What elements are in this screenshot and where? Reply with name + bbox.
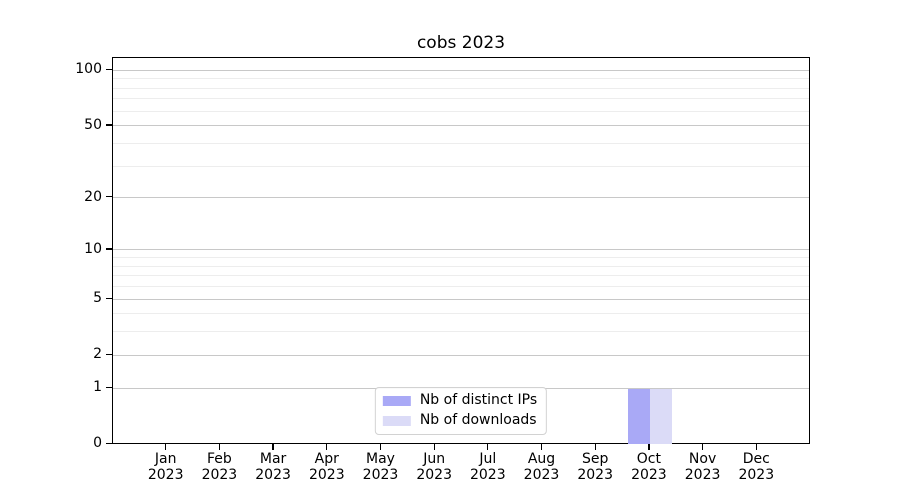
gridline-minor [113,265,809,267]
x-tick-month: Feb [206,451,232,467]
y-tick-mark [106,196,112,198]
x-tick-month: Sep [581,451,609,467]
legend-row: Nb of downloads [382,412,537,428]
x-tick-year: 2023 [631,467,667,483]
gridline-major [113,197,809,199]
x-tick-month: Aug [527,451,556,467]
x-tick-year: 2023 [523,467,560,483]
y-tick-mark [106,248,112,250]
x-tick-month: Dec [742,451,770,467]
y-tick-mark [106,68,112,71]
legend-swatch [382,395,411,406]
y-tick-label: 100 [75,61,102,78]
x-tick-mark [433,444,435,450]
x-tick-month: Jul [479,451,497,467]
y-tick-label: 2 [93,346,102,362]
x-tick-month: Mar [259,451,287,467]
gridline-minor [113,165,809,167]
bar-nb-of-distinct-ips [627,388,650,444]
bar-nb-of-downloads [649,388,672,444]
x-tick-mark [540,444,543,450]
gridline-minor [113,257,809,259]
y-tick-label: 1 [93,378,102,395]
y-tick-mark [106,386,112,388]
x-tick-year: 2023 [684,467,721,483]
gridline-minor [113,87,809,89]
x-tick-mark [755,444,757,450]
x-tick-mark [648,444,650,450]
x-tick-label: Sep 2023 [560,451,630,483]
plot-area: Nb of distinct IPs Nb of downloads [112,57,810,444]
x-tick-year: 2023 [577,467,613,483]
y-tick-label: 20 [84,188,102,205]
y-tick-label: 0 [93,435,102,451]
x-tick-label: Oct 2023 [614,451,684,483]
x-tick-month: May [366,451,395,467]
x-tick-year: 2023 [308,467,345,483]
x-tick-year: 2023 [147,467,184,483]
gridline-major [113,249,809,251]
y-tick-label: 10 [84,240,102,257]
legend-row: Nb of distinct IPs [382,392,538,408]
gridline-minor [113,313,809,315]
chart-title: cobs 2023 [416,33,506,53]
y-tick-mark [106,442,112,444]
x-tick-month: Jun [423,451,446,467]
x-tick-mark [218,444,221,450]
x-tick-label: Jun 2023 [399,451,469,483]
x-tick-month: Oct [636,451,661,467]
x-tick-mark [594,444,596,450]
gridline-major [113,298,809,300]
x-tick-label: Jan 2023 [131,451,201,483]
x-tick-year: 2023 [201,467,238,483]
gridline-major [113,69,809,71]
x-tick-label: May 2023 [346,451,416,483]
x-tick-label: Dec 2023 [721,451,791,483]
x-tick-mark [701,444,704,450]
gridline-minor [113,331,809,333]
x-tick-year: 2023 [362,467,399,483]
gridline-minor [113,98,809,100]
x-tick-label: Apr 2023 [292,451,362,483]
x-tick-year: 2023 [416,467,452,483]
x-tick-mark [379,444,382,450]
x-tick-year: 2023 [738,467,775,483]
x-tick-month: Apr [314,451,339,467]
gridline-minor [113,78,809,80]
x-tick-month: Jan [154,451,177,467]
gridline-minor [113,286,809,287]
x-tick-mark [487,444,489,450]
x-tick-mark [272,444,274,450]
y-tick-label: 50 [84,116,102,133]
y-tick-mark [106,353,112,355]
y-tick-label: 5 [93,289,102,306]
gridline-minor [113,142,809,144]
x-tick-mark [326,444,328,450]
x-tick-year: 2023 [469,467,506,483]
x-tick-label: Mar 2023 [238,451,308,483]
x-tick-label: Aug 2023 [507,451,577,483]
gridline-major [113,354,809,356]
y-tick-mark [106,124,112,126]
legend-swatch [382,415,411,426]
x-tick-month: Nov [688,451,717,467]
gridline-minor [113,110,809,112]
legend: Nb of distinct IPs Nb of downloads [374,387,548,435]
legend-label: Nb of distinct IPs [419,392,538,408]
gridline-minor [113,275,809,277]
y-tick-mark [106,297,112,299]
gridline-major [113,125,809,127]
legend-label: Nb of downloads [419,412,537,428]
x-tick-label: Feb 2023 [184,451,254,483]
x-tick-mark [165,444,167,450]
x-tick-label: Nov 2023 [668,451,738,483]
x-tick-year: 2023 [255,467,291,483]
x-tick-label: Jul 2023 [453,451,523,483]
